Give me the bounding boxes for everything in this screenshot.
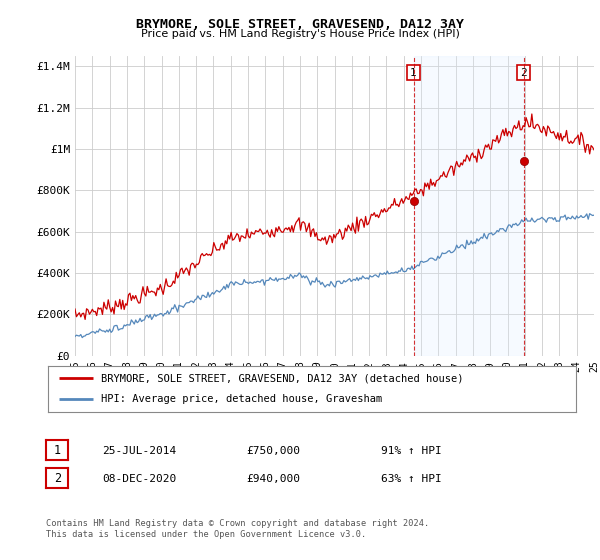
Text: £940,000: £940,000 — [246, 474, 300, 484]
Text: 91% ↑ HPI: 91% ↑ HPI — [381, 446, 442, 456]
Text: Contains HM Land Registry data © Crown copyright and database right 2024.
This d: Contains HM Land Registry data © Crown c… — [46, 519, 430, 539]
Text: 63% ↑ HPI: 63% ↑ HPI — [381, 474, 442, 484]
Bar — [413, 56, 524, 356]
Text: HPI: Average price, detached house, Gravesham: HPI: Average price, detached house, Grav… — [101, 394, 382, 404]
Text: Price paid vs. HM Land Registry's House Price Index (HPI): Price paid vs. HM Land Registry's House … — [140, 29, 460, 39]
Text: BRYMORE, SOLE STREET, GRAVESEND, DA12 3AY: BRYMORE, SOLE STREET, GRAVESEND, DA12 3A… — [136, 18, 464, 31]
Text: 1: 1 — [54, 444, 61, 457]
Text: 1: 1 — [410, 68, 417, 77]
Point — [519, 157, 529, 166]
Text: 08-DEC-2020: 08-DEC-2020 — [102, 474, 176, 484]
Text: 2: 2 — [520, 68, 527, 77]
Point — [409, 196, 418, 205]
Text: 25-JUL-2014: 25-JUL-2014 — [102, 446, 176, 456]
Text: 2: 2 — [54, 472, 61, 485]
Text: £750,000: £750,000 — [246, 446, 300, 456]
Text: BRYMORE, SOLE STREET, GRAVESEND, DA12 3AY (detached house): BRYMORE, SOLE STREET, GRAVESEND, DA12 3A… — [101, 373, 463, 383]
